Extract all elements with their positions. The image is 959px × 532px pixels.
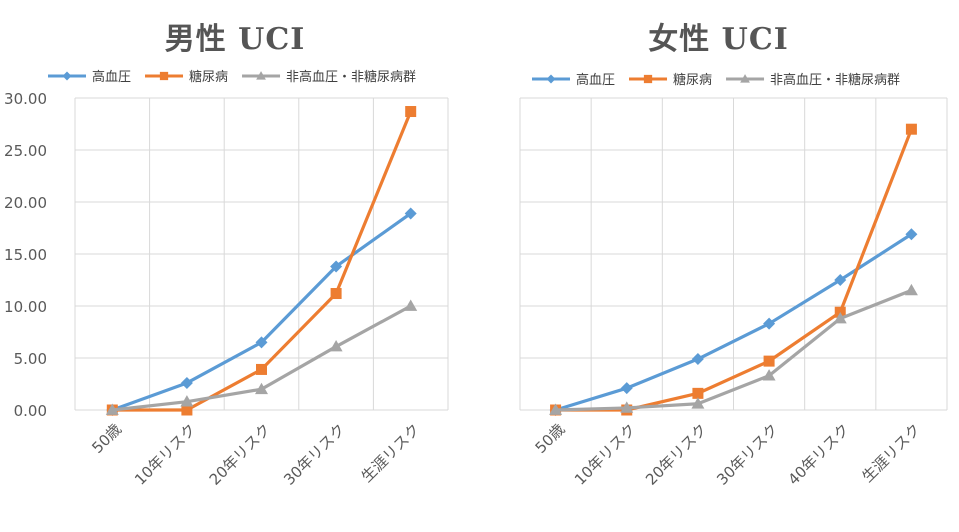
data-point [620,401,634,413]
data-point [181,404,193,416]
legend-label: 高血圧 [92,69,131,85]
data-point [255,336,268,349]
series-neither [549,283,918,415]
y-tick-label: 20.00 [4,194,47,212]
x-tick-label: 20年リスク [642,420,711,489]
data-point [255,382,268,395]
data-point [643,74,653,84]
data-point [833,311,847,324]
data-point [180,395,194,407]
data-point [905,123,917,135]
x-tick-label: 50歳 [88,420,125,457]
legend-item: 非高血圧・非糖尿病群 [242,69,416,85]
data-point [256,71,266,80]
data-point [905,228,918,241]
chart-title: 女性 UCI [648,22,789,57]
data-point [404,207,417,220]
data-point [404,299,418,311]
data-point [105,403,119,415]
x-tick-label: 50歳 [532,420,569,457]
x-tick-label: 20年リスク [206,420,275,489]
x-tick-label: 30年リスク [713,420,782,489]
series-line [111,212,412,412]
y-axis-labels: 0.00 5.00 10.00 15.00 20.00 25.00 30.00 [4,90,47,420]
data-point [904,283,918,296]
data-point [405,106,417,118]
y-tick-label: 0.00 [14,402,47,420]
y-tick-label: 10.00 [4,298,47,316]
series-hypertension [549,228,918,416]
y-tick-label: 30.00 [4,90,47,108]
data-point [256,363,267,375]
chart-title: 男性 UCI [164,22,306,57]
data-point [763,355,775,367]
data-point [620,382,633,395]
series-line [555,232,913,412]
legend: 高血圧 糖尿病 非高血圧・非糖尿病群 [532,72,900,88]
y-tick-label: 15.00 [4,246,47,264]
data-point [762,369,776,381]
legend-label: 非高血圧・非糖尿病群 [770,72,900,88]
legend-item: 高血圧 [532,72,615,88]
gridlines [74,97,449,411]
chart-male-uci: 男性 UCI 高血圧 糖尿病 非高血圧・非糖尿病群 0.00 5.00 10.00 15.0… [0,0,470,532]
chart-plot-female: 高血圧 糖尿病 非高血圧・非糖尿病群 50歳 10年リスク 20年リスク 30年リスク 40年… [519,72,948,489]
data-point [330,260,343,273]
data-point [329,340,343,352]
data-point [692,387,704,399]
series-line [555,288,913,412]
chart-plot-male: 高血圧 糖尿病 非高血圧・非糖尿病群 0.00 5.00 10.00 15.00 20.00 2… [4,69,449,489]
x-tick-label: 10年リスク [571,420,640,489]
chart-female-uci: 女性 UCI 高血圧 糖尿病 非高血圧・非糖尿病群 50歳 10年リスク 20年リスク 30… [478,0,959,532]
data-point [691,353,704,366]
legend-label: 高血圧 [576,72,615,88]
data-point [159,71,169,81]
legend-item: 高血圧 [48,69,131,85]
y-tick-label: 25.00 [4,142,47,160]
x-axis-labels: 50歳 10年リスク 20年リスク 30年リスク 40年リスク 生涯リスク [532,420,925,489]
data-point [834,274,847,286]
legend: 高血圧 糖尿病 非高血圧・非糖尿病群 [48,69,416,85]
x-tick-label: 生涯リスク [358,420,424,486]
x-tick-label: 生涯リスク [858,420,924,486]
legend-item: 非高血圧・非糖尿病群 [726,72,900,88]
x-tick-label: 40年リスク [784,420,853,489]
data-point [62,71,72,81]
series-line [555,128,913,412]
data-point [691,397,705,409]
data-point [763,317,776,330]
legend-label: 非高血圧・非糖尿病群 [286,69,416,85]
legend-label: 糖尿病 [673,72,712,88]
data-point [549,403,563,415]
data-point [180,376,193,389]
x-tick-label: 10年リスク [131,420,200,489]
data-point [546,74,556,84]
data-point [330,288,342,300]
legend-item: 糖尿病 [629,72,712,88]
legend-item: 糖尿病 [145,69,228,85]
series-diabetes [106,106,417,416]
series-neither [105,299,418,415]
data-point [740,74,750,83]
x-tick-label: 30年リスク [280,420,349,489]
x-axis-labels: 50歳 10年リスク 20年リスク 30年リスク 生涯リスク [88,420,423,489]
y-tick-label: 5.00 [14,350,47,368]
legend-label: 糖尿病 [189,69,228,85]
